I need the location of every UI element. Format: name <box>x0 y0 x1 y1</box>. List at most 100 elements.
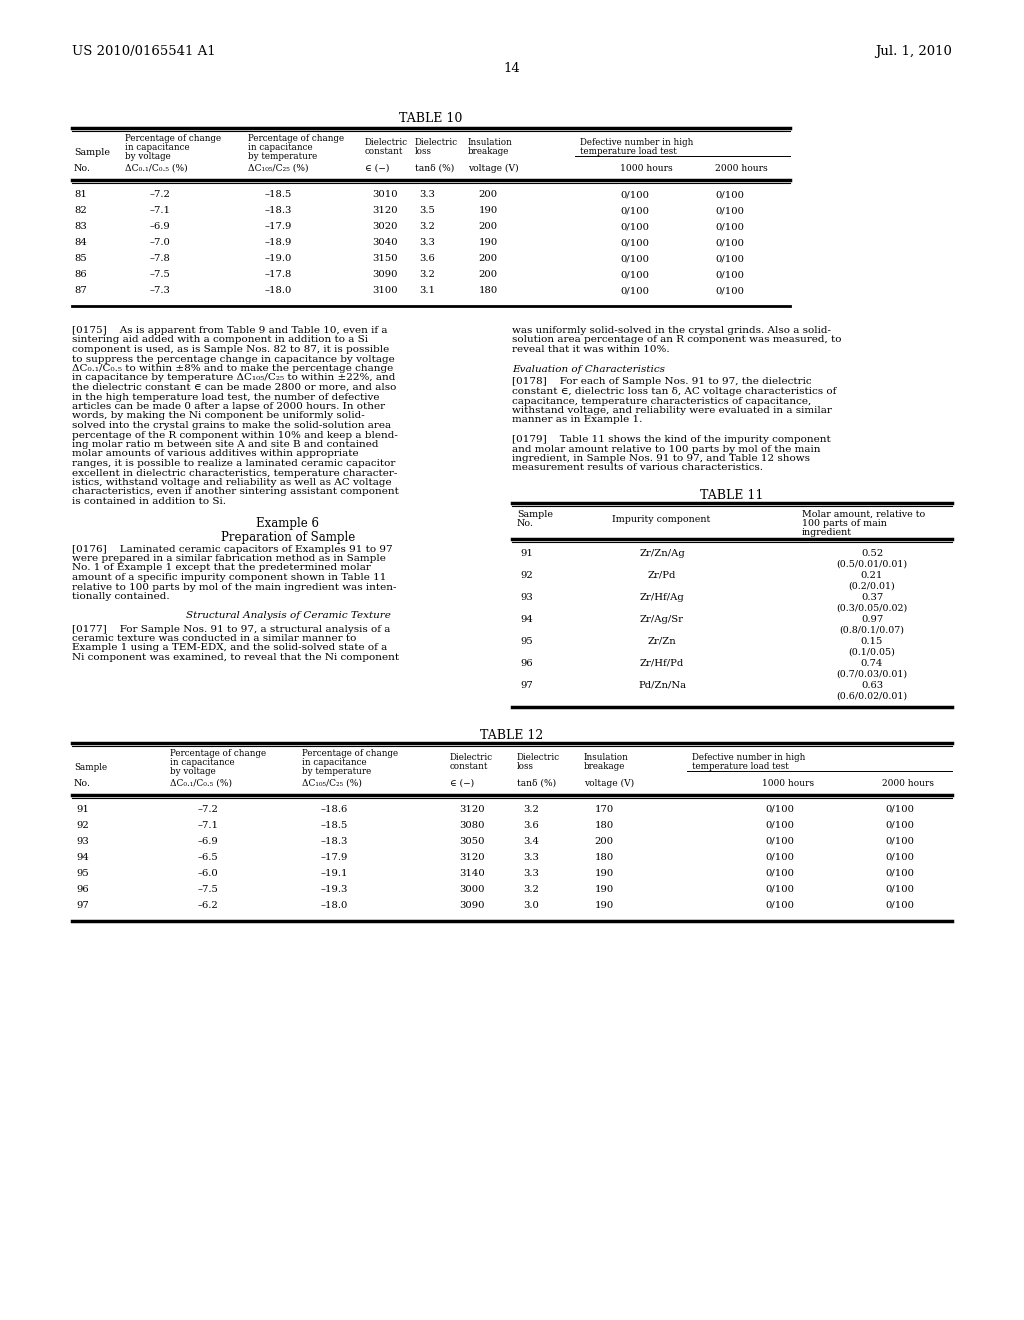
Text: 3.3: 3.3 <box>419 190 435 199</box>
Text: 92: 92 <box>76 821 89 830</box>
Text: 0/100: 0/100 <box>621 253 649 263</box>
Text: 200: 200 <box>478 190 498 199</box>
Text: Dielectric: Dielectric <box>450 752 494 762</box>
Text: istics, withstand voltage and reliability as well as AC voltage: istics, withstand voltage and reliabilit… <box>72 478 391 487</box>
Text: 200: 200 <box>478 271 498 279</box>
Text: tanδ (%): tanδ (%) <box>517 779 556 788</box>
Text: Jul. 1, 2010: Jul. 1, 2010 <box>876 45 952 58</box>
Text: (0.2/0.01): (0.2/0.01) <box>849 582 895 591</box>
Text: ΔC₁₀₅/C₂₅ (%): ΔC₁₀₅/C₂₅ (%) <box>248 164 308 173</box>
Text: 3090: 3090 <box>459 902 484 909</box>
Text: 93: 93 <box>520 593 534 602</box>
Text: 95: 95 <box>76 869 89 878</box>
Text: Preparation of Sample: Preparation of Sample <box>221 531 355 544</box>
Text: Percentage of change: Percentage of change <box>125 135 221 143</box>
Text: ing molar ratio m between site A and site B and contained: ing molar ratio m between site A and sit… <box>72 440 379 449</box>
Text: 0/100: 0/100 <box>766 902 795 909</box>
Text: the dielectric constant ∈ can be made 2800 or more, and also: the dielectric constant ∈ can be made 28… <box>72 383 396 392</box>
Text: –18.9: –18.9 <box>264 238 292 247</box>
Text: voltage (V): voltage (V) <box>584 779 634 788</box>
Text: 87: 87 <box>74 286 87 294</box>
Text: 0.15: 0.15 <box>861 638 883 645</box>
Text: 83: 83 <box>74 222 87 231</box>
Text: 190: 190 <box>594 902 613 909</box>
Text: 3100: 3100 <box>372 286 397 294</box>
Text: Percentage of change: Percentage of change <box>248 135 344 143</box>
Text: 2000 hours: 2000 hours <box>715 164 768 173</box>
Text: in capacitance: in capacitance <box>125 143 189 152</box>
Text: [0178]    For each of Sample Nos. 91 to 97, the dielectric: [0178] For each of Sample Nos. 91 to 97,… <box>512 378 812 387</box>
Text: 81: 81 <box>74 190 87 199</box>
Text: Impurity component: Impurity component <box>612 515 711 524</box>
Text: by temperature: by temperature <box>248 152 317 161</box>
Text: 0/100: 0/100 <box>716 271 744 279</box>
Text: 2000 hours: 2000 hours <box>882 779 934 788</box>
Text: solved into the crystal grains to make the solid-solution area: solved into the crystal grains to make t… <box>72 421 391 430</box>
Text: 1000 hours: 1000 hours <box>762 779 814 788</box>
Text: 95: 95 <box>520 638 534 645</box>
Text: 3140: 3140 <box>459 869 485 878</box>
Text: 82: 82 <box>74 206 87 215</box>
Text: 3.1: 3.1 <box>419 286 435 294</box>
Text: US 2010/0165541 A1: US 2010/0165541 A1 <box>72 45 216 58</box>
Text: Defective number in high: Defective number in high <box>692 752 805 762</box>
Text: breakage: breakage <box>468 147 509 156</box>
Text: 93: 93 <box>76 837 89 846</box>
Text: in capacitance by temperature ΔC₁₀₅/C₂₅ to within ±22%, and: in capacitance by temperature ΔC₁₀₅/C₂₅ … <box>72 374 395 383</box>
Text: sintering aid added with a component in addition to a Si: sintering aid added with a component in … <box>72 335 368 345</box>
Text: 0/100: 0/100 <box>886 837 914 846</box>
Text: to suppress the percentage change in capacitance by voltage: to suppress the percentage change in cap… <box>72 355 394 363</box>
Text: words, by making the Ni component be uniformly solid-: words, by making the Ni component be uni… <box>72 412 365 421</box>
Text: –7.2: –7.2 <box>150 190 170 199</box>
Text: 14: 14 <box>504 62 520 75</box>
Text: Insulation: Insulation <box>584 752 629 762</box>
Text: 0.97: 0.97 <box>861 615 883 624</box>
Text: and molar amount relative to 100 parts by mol of the main: and molar amount relative to 100 parts b… <box>512 445 820 454</box>
Text: 3150: 3150 <box>372 253 397 263</box>
Text: 0.74: 0.74 <box>861 659 883 668</box>
Text: Molar amount, relative to: Molar amount, relative to <box>802 510 926 519</box>
Text: (0.8/0.1/0.07): (0.8/0.1/0.07) <box>840 626 904 635</box>
Text: No. 1 of Example 1 except that the predetermined molar: No. 1 of Example 1 except that the prede… <box>72 564 371 573</box>
Text: –6.0: –6.0 <box>198 869 218 878</box>
Text: 91: 91 <box>520 549 534 558</box>
Text: 0/100: 0/100 <box>716 222 744 231</box>
Text: 0/100: 0/100 <box>716 190 744 199</box>
Text: were prepared in a similar fabrication method as in Sample: were prepared in a similar fabrication m… <box>72 554 386 564</box>
Text: 1000 hours: 1000 hours <box>620 164 673 173</box>
Text: Zr/Zn/Ag: Zr/Zn/Ag <box>639 549 685 558</box>
Text: 3.6: 3.6 <box>419 253 435 263</box>
Text: by temperature: by temperature <box>302 767 372 776</box>
Text: percentage of the R component within 10% and keep a blend-: percentage of the R component within 10%… <box>72 430 398 440</box>
Text: tanδ (%): tanδ (%) <box>415 164 455 173</box>
Text: 3120: 3120 <box>459 853 484 862</box>
Text: –7.3: –7.3 <box>150 286 170 294</box>
Text: constant: constant <box>450 762 488 771</box>
Text: 91: 91 <box>76 805 89 814</box>
Text: Sample: Sample <box>517 510 553 519</box>
Text: 97: 97 <box>76 902 89 909</box>
Text: ingredient, in Sample Nos. 91 to 97, and Table 12 shows: ingredient, in Sample Nos. 91 to 97, and… <box>512 454 810 463</box>
Text: 0/100: 0/100 <box>766 884 795 894</box>
Text: ΔC₁₀₅/C₂₅ (%): ΔC₁₀₅/C₂₅ (%) <box>302 779 361 788</box>
Text: –7.2: –7.2 <box>198 805 218 814</box>
Text: constant: constant <box>365 147 403 156</box>
Text: Dielectric: Dielectric <box>365 139 409 147</box>
Text: 85: 85 <box>74 253 87 263</box>
Text: 3.2: 3.2 <box>523 805 539 814</box>
Text: Defective number in high: Defective number in high <box>580 139 693 147</box>
Text: 200: 200 <box>478 222 498 231</box>
Text: Percentage of change: Percentage of change <box>302 748 398 758</box>
Text: Pd/Zn/Na: Pd/Zn/Na <box>638 681 686 690</box>
Text: is contained in addition to Si.: is contained in addition to Si. <box>72 498 226 506</box>
Text: –18.3: –18.3 <box>321 837 348 846</box>
Text: Evaluation of Characteristics: Evaluation of Characteristics <box>512 364 665 374</box>
Text: 0/100: 0/100 <box>886 869 914 878</box>
Text: ΔC₀.₁/C₀.₅ (%): ΔC₀.₁/C₀.₅ (%) <box>170 779 232 788</box>
Text: temperature load test: temperature load test <box>580 147 677 156</box>
Text: 0/100: 0/100 <box>716 238 744 247</box>
Text: 3090: 3090 <box>373 271 397 279</box>
Text: breakage: breakage <box>584 762 626 771</box>
Text: 0/100: 0/100 <box>886 805 914 814</box>
Text: 84: 84 <box>74 238 87 247</box>
